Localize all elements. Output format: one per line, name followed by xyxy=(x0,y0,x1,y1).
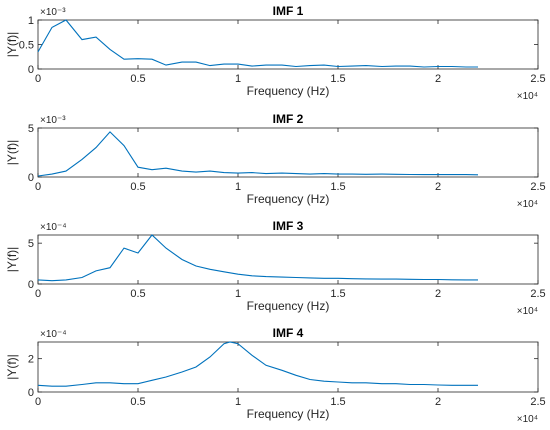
chart-title-3: IMF 3 xyxy=(273,219,304,233)
plot-frame-1 xyxy=(37,19,539,70)
x-tick-label: 1.5 xyxy=(330,288,345,300)
x-tick-label: 0 xyxy=(35,396,41,408)
x-tick-label: 2 xyxy=(435,396,441,408)
x-tick-label: 0 xyxy=(35,288,41,300)
x-exponent-4: ×10⁴ xyxy=(517,414,538,425)
x-axis-label-3: Frequency (Hz) xyxy=(247,299,330,313)
y-axis-label-3: |Y(f)| xyxy=(5,247,19,273)
x-axis-label-4: Frequency (Hz) xyxy=(247,407,330,421)
x-axis-label-1: Frequency (Hz) xyxy=(247,84,330,98)
x-tick-label: 2.5 xyxy=(530,396,545,408)
y-tick-label: 2 xyxy=(28,354,34,366)
x-tick-label: 0.5 xyxy=(130,181,145,193)
y-exponent-1: ×10⁻³ xyxy=(40,7,66,18)
x-tick-label: 1.5 xyxy=(330,73,345,85)
x-tick-label: 1 xyxy=(235,73,241,85)
chart-title-2: IMF 2 xyxy=(273,112,304,126)
x-tick-label: 2.5 xyxy=(530,181,545,193)
x-tick-label: 1 xyxy=(235,288,241,300)
y-exponent-2: ×10⁻³ xyxy=(40,115,66,126)
x-tick-label: 1.5 xyxy=(330,396,345,408)
chart-title-4: IMF 4 xyxy=(273,326,304,340)
y-tick-label: 0 xyxy=(28,387,34,399)
y-tick-label: 0 xyxy=(28,279,34,291)
x-tick-label: 0.5 xyxy=(130,288,145,300)
y-exponent-4: ×10⁻⁴ xyxy=(40,329,67,340)
x-tick-label: 2 xyxy=(435,73,441,85)
x-exponent-2: ×10⁴ xyxy=(517,199,538,210)
x-tick-label: 0.5 xyxy=(130,73,145,85)
series-line-imf-3 xyxy=(37,234,478,282)
x-tick-label: 1 xyxy=(235,181,241,193)
series-line-imf-1 xyxy=(37,19,478,68)
y-tick-label: 0.5 xyxy=(19,40,34,52)
y-tick-label: 5 xyxy=(28,123,34,135)
y-axis-label-1: |Y(f)| xyxy=(5,32,19,58)
y-tick-label: 0 xyxy=(28,172,34,184)
x-exponent-3: ×10⁴ xyxy=(517,306,538,317)
x-tick-label: 1.5 xyxy=(330,181,345,193)
plot-frame-2 xyxy=(37,127,539,178)
x-tick-label: 2 xyxy=(435,181,441,193)
y-tick-label: 0 xyxy=(28,64,34,76)
x-axis-label-2: Frequency (Hz) xyxy=(247,192,330,206)
x-tick-label: 0.5 xyxy=(130,396,145,408)
y-axis-label-2: |Y(f)| xyxy=(5,140,19,166)
x-tick-label: 0 xyxy=(35,181,41,193)
x-tick-label: 1 xyxy=(235,396,241,408)
x-tick-label: 2.5 xyxy=(530,73,545,85)
plot-frame-4 xyxy=(37,341,539,393)
chart-title-1: IMF 1 xyxy=(273,4,304,18)
x-tick-label: 0 xyxy=(35,73,41,85)
x-tick-label: 2 xyxy=(435,288,441,300)
y-exponent-3: ×10⁻⁴ xyxy=(40,222,67,233)
series-line-imf-2 xyxy=(37,131,479,177)
y-tick-label: 1 xyxy=(28,15,34,27)
series-line-imf-4 xyxy=(37,341,478,387)
x-tick-label: 2.5 xyxy=(530,288,545,300)
y-axis-label-4: |Y(f)| xyxy=(5,354,19,380)
plot-frame-3 xyxy=(37,234,539,285)
x-exponent-1: ×10⁴ xyxy=(517,91,538,102)
y-tick-label: 5 xyxy=(28,238,34,250)
